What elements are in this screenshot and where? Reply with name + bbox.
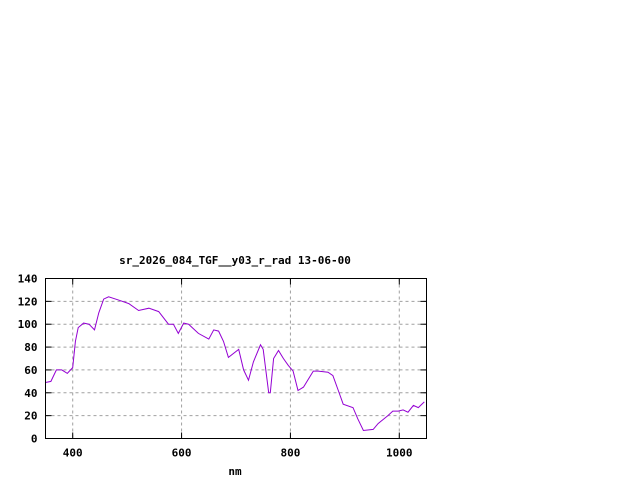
- y-tick-label: 0: [31, 433, 38, 446]
- y-tick-label: 100: [18, 318, 38, 331]
- x-tick-label: 400: [63, 447, 83, 460]
- x-tick-label: 800: [280, 447, 300, 460]
- series-line: [45, 296, 425, 432]
- plot-border: [45, 278, 427, 439]
- y-tick-label: 20: [24, 410, 37, 423]
- x-tick-label: 1000: [386, 447, 413, 460]
- ticks: 0 20 40 60 80 100 120 140 400 600 800 1000: [18, 273, 427, 460]
- y-tick-label: 80: [24, 341, 37, 354]
- y-tick-label: 120: [18, 295, 38, 308]
- y-tick-label: 60: [24, 364, 37, 377]
- x-axis-label: nm: [228, 465, 242, 478]
- y-tick-label: 140: [18, 273, 38, 286]
- x-tick-label: 600: [172, 447, 192, 460]
- grid: [45, 278, 427, 439]
- chart-title: sr_2026_084_TGF__y03_r_rad 13-06-00: [119, 254, 351, 267]
- y-tick-label: 40: [24, 387, 37, 400]
